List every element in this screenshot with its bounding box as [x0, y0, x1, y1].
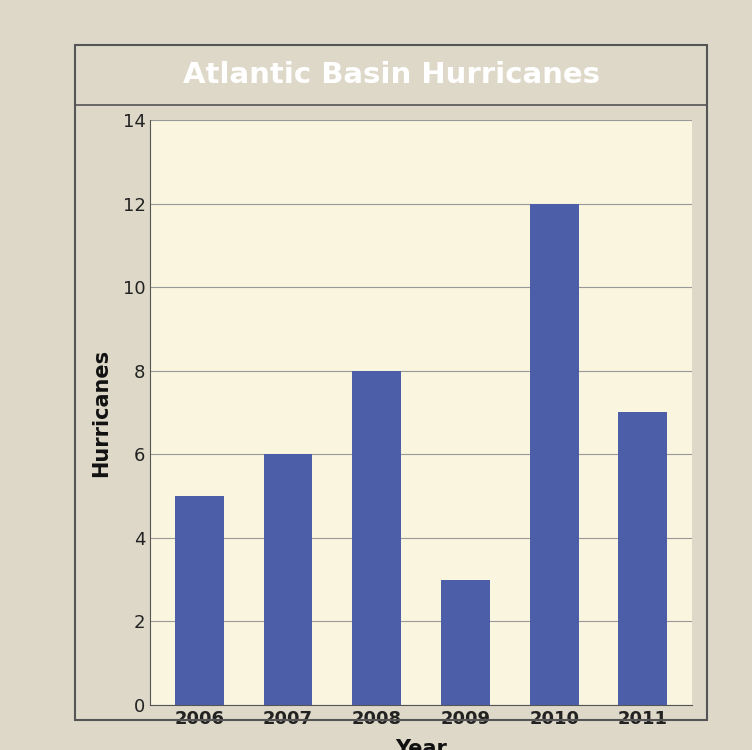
- Bar: [618, 413, 667, 705]
- Bar: [264, 454, 313, 705]
- Bar: [441, 580, 490, 705]
- Bar: [353, 370, 401, 705]
- Text: Atlantic Basin Hurricanes: Atlantic Basin Hurricanes: [183, 61, 599, 89]
- Bar: [175, 496, 224, 705]
- Bar: [529, 203, 578, 705]
- X-axis label: Year: Year: [396, 739, 447, 750]
- Y-axis label: Hurricanes: Hurricanes: [92, 349, 111, 476]
